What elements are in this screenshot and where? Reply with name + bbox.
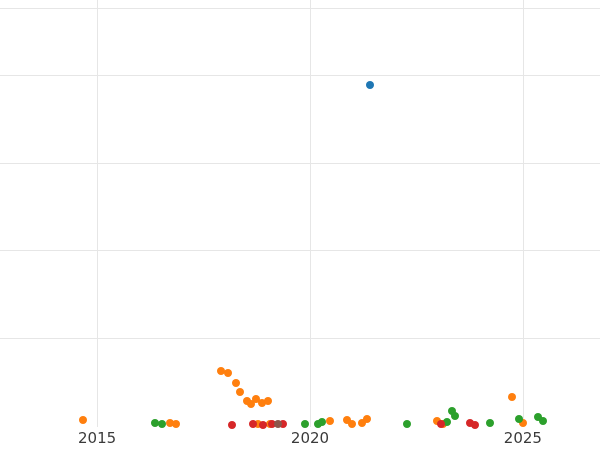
data-point-orange-series bbox=[507, 393, 516, 401]
data-point-green-series bbox=[300, 420, 309, 429]
horizontal-gridline bbox=[0, 162, 600, 164]
data-point-green-series bbox=[158, 420, 167, 429]
data-point-green-series bbox=[538, 416, 547, 425]
data-point-green-series bbox=[151, 419, 159, 428]
vertical-gridline bbox=[310, 0, 311, 427]
data-point-red-series bbox=[279, 420, 288, 429]
data-point-orange-series bbox=[363, 414, 372, 423]
data-point-green-series bbox=[533, 413, 542, 422]
data-point-red-series bbox=[466, 419, 475, 428]
data-point-orange-series bbox=[348, 420, 357, 429]
horizontal-gridline bbox=[0, 250, 600, 252]
data-point-green-series bbox=[317, 418, 326, 427]
data-point-blue-series bbox=[366, 80, 374, 89]
data-point-green-series bbox=[450, 412, 459, 421]
data-point-red-series bbox=[248, 420, 257, 429]
data-point-green-series bbox=[514, 414, 523, 423]
data-point-orange-series bbox=[251, 394, 260, 403]
vertical-gridline bbox=[97, 0, 99, 427]
data-point-orange-series bbox=[165, 419, 174, 428]
data-point-orange-series bbox=[432, 416, 441, 425]
data-point-red-series bbox=[258, 421, 267, 429]
data-point-brown-series bbox=[274, 420, 283, 429]
data-point-red-series bbox=[470, 421, 479, 429]
vertical-gridline bbox=[522, 0, 524, 427]
data-point-orange-series bbox=[236, 387, 245, 396]
data-point-orange-series bbox=[217, 366, 225, 375]
data-point-orange-series bbox=[343, 415, 352, 424]
data-point-orange-series bbox=[257, 399, 266, 408]
data-point-red-series bbox=[437, 420, 446, 429]
horizontal-gridline bbox=[0, 337, 600, 339]
x-tick-label: 2025 bbox=[503, 429, 542, 447]
data-point-orange-series bbox=[326, 416, 334, 425]
horizontal-gridline bbox=[0, 7, 600, 9]
data-point-orange-series bbox=[246, 400, 255, 408]
x-tick-label: 2015 bbox=[78, 429, 117, 447]
data-point-orange-series bbox=[231, 379, 240, 387]
data-point-orange-series bbox=[254, 420, 263, 429]
data-point-orange-series bbox=[79, 415, 87, 424]
data-point-orange-series bbox=[358, 419, 366, 428]
data-point-orange-series bbox=[263, 397, 272, 406]
data-point-green-series bbox=[443, 418, 452, 427]
data-point-red-series bbox=[268, 420, 277, 429]
data-point-orange-series bbox=[518, 419, 527, 428]
data-point-green-series bbox=[485, 419, 494, 428]
data-point-red-series bbox=[228, 421, 237, 429]
data-point-orange-series bbox=[171, 420, 180, 429]
data-point-orange-series bbox=[223, 369, 232, 378]
x-tick-label: 2020 bbox=[290, 429, 330, 447]
data-point-green-series bbox=[403, 420, 412, 429]
horizontal-gridline bbox=[0, 75, 600, 77]
data-point-green-series bbox=[447, 407, 456, 415]
